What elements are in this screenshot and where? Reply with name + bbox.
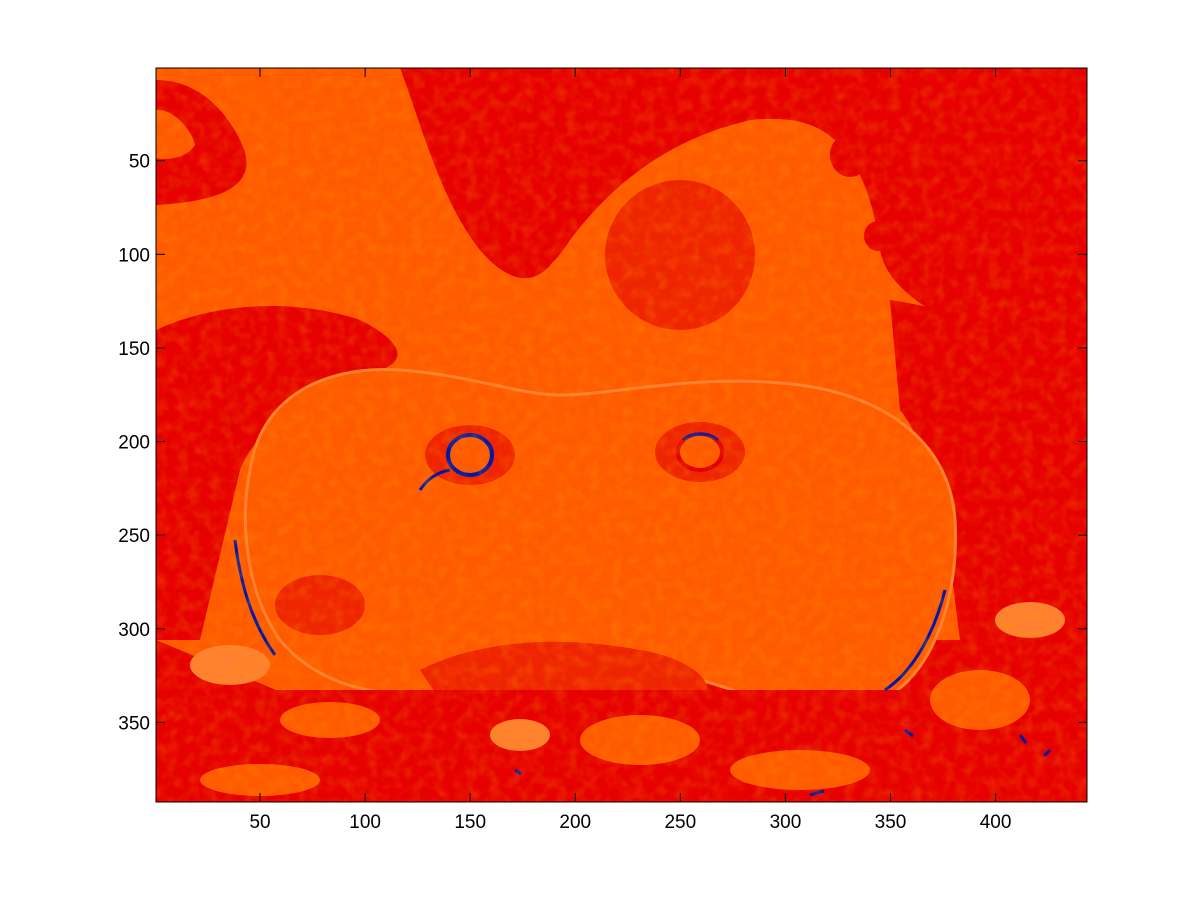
x-tick-label: 350 (875, 812, 907, 833)
y-tick-label: 350 (118, 713, 150, 734)
heatmap-image (156, 68, 1087, 802)
y-tick-label: 50 (129, 152, 150, 173)
x-tick-label: 200 (559, 812, 591, 833)
y-tick-label: 100 (118, 245, 150, 266)
y-tick-label: 150 (118, 339, 150, 360)
x-tick-label: 400 (980, 812, 1012, 833)
x-axis: 50 100 150 200 250 300 350 400 (249, 68, 1011, 833)
x-tick-label: 50 (249, 812, 270, 833)
x-tick-label: 300 (770, 812, 802, 833)
axes-frame (155, 67, 1088, 803)
y-tick-label: 200 (118, 433, 150, 454)
y-axis: 50 100 150 200 250 300 350 (118, 152, 1087, 734)
x-tick-label: 250 (664, 812, 696, 833)
x-tick-label: 150 (454, 812, 486, 833)
y-tick-label: 300 (118, 620, 150, 641)
x-tick-label: 100 (349, 812, 381, 833)
y-tick-label: 250 (118, 526, 150, 547)
